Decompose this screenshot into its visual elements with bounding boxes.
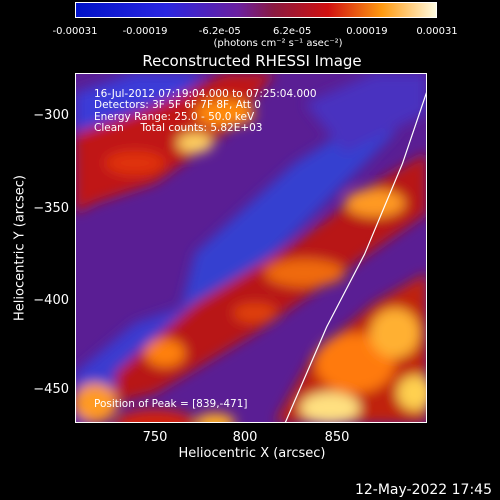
- y-tick-label: −400: [33, 293, 69, 308]
- info-clean: Clean Total counts: 5.82E+03: [94, 122, 263, 134]
- x-tick-label: 800: [232, 430, 258, 445]
- timestamp: 12-May-2022 17:45: [354, 482, 492, 498]
- colorbar-tick-label: -6.2e-05: [198, 26, 241, 37]
- y-tick-label: −300: [33, 108, 69, 123]
- y-tick-label: −350: [33, 201, 69, 216]
- x-axis-label: Heliocentric X (arcsec): [178, 446, 326, 461]
- heatmap-plot: [75, 73, 427, 423]
- colorbar-tick-label: 6.2e-05: [272, 26, 312, 37]
- info-time: 16-Jul-2012 07:19:04.000 to 07:25:04.000: [94, 88, 317, 100]
- x-tick-label: 850: [324, 430, 350, 445]
- colorbar-tick-label: -0.00019: [122, 26, 168, 37]
- colorbar: [75, 2, 437, 18]
- chart-title: Reconstructed RHESSI Image: [142, 52, 362, 70]
- info-energy: Energy Range: 25.0 - 50.0 keV: [94, 111, 255, 123]
- y-axis-label: Heliocentric Y (arcsec): [12, 175, 28, 321]
- x-tick-label: 750: [142, 430, 168, 445]
- solar-limb-curve: [284, 90, 427, 423]
- colorbar-tick-label: -0.00031: [52, 26, 98, 37]
- y-tick-label: −450: [33, 382, 69, 397]
- colorbar-units: (photons cm⁻² s⁻¹ asec⁻²): [213, 38, 343, 49]
- colorbar-tick-label: 0.00031: [416, 26, 458, 37]
- heatmap-blobs: [75, 73, 427, 423]
- plot-frame: [75, 73, 427, 423]
- info-detectors: Detectors: 3F 5F 6F 7F 8F, Att 0: [94, 99, 261, 111]
- colorbar-tick-label: 0.00019: [346, 26, 388, 37]
- info-peak: Position of Peak = [839,-471]: [94, 398, 248, 410]
